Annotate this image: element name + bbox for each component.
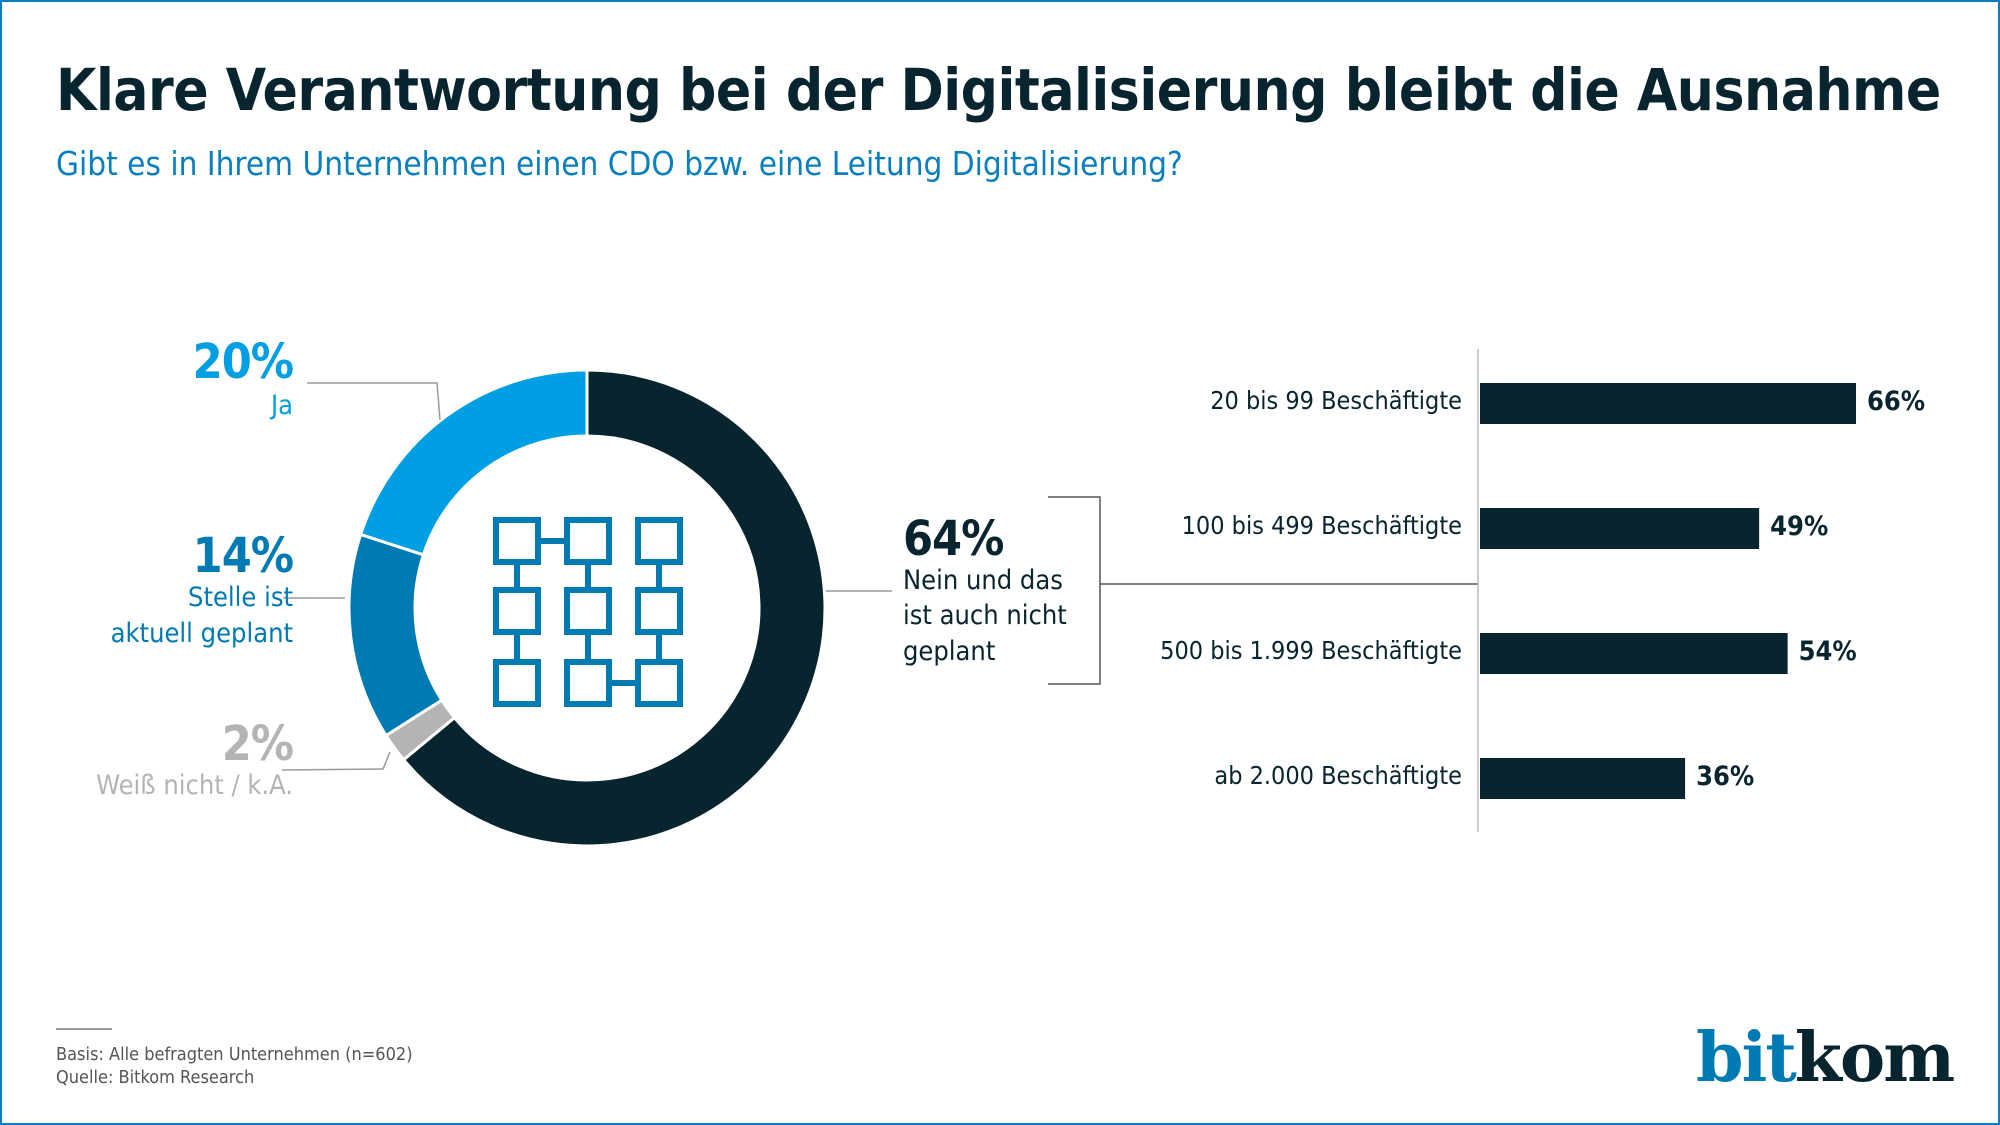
ja-pct: 20% [192,334,294,390]
icon-node [493,587,541,635]
network-grid-icon [493,517,683,707]
weiss-nicht-pct: 2% [221,716,294,772]
ja-label: Ja [270,390,293,421]
nein-label-3: geplant [903,636,996,667]
bar-value-label: 66% [1867,386,1926,417]
nein-label-2: ist auch nicht [903,600,1067,631]
icon-node [493,517,541,565]
bar-category-label: ab 2.000 Beschäftigte [1214,761,1462,790]
icon-node [564,587,612,635]
page-title: Klare Verantwortung bei der Digitalisier… [56,56,1941,124]
donut-chart [347,368,827,848]
subtitle: Gibt es in Ihrem Unternehmen einen CDO b… [56,144,1183,183]
leader-line-ja [307,382,441,421]
bar-value-label: 54% [1798,636,1857,667]
bar-3 [1480,758,1686,799]
geplant-label-1: Stelle ist [188,582,293,613]
icon-node [635,517,683,565]
donut-slice-2 [347,532,444,738]
icon-node [635,659,683,707]
icon-node [493,659,541,707]
icon-node [635,587,683,635]
footer-basis: Basis: Alle befragten Unternehmen (n=602… [56,1044,413,1065]
bar-0 [1480,383,1856,424]
bracket [1048,496,1101,685]
footer-rule [56,1028,112,1030]
nein-pct: 64% [903,511,1004,567]
donut-slice-3 [358,368,589,557]
nein-label-1: Nein und das [903,565,1063,596]
donut-slice-0 [401,368,827,848]
geplant-pct: 14% [192,528,294,584]
leader-line-weiss-nicht [281,751,391,771]
bar-1 [1480,508,1760,549]
weiss-nicht-label: Weiß nicht / k.A. [96,770,293,801]
icon-node [564,517,612,565]
bar-value-label: 36% [1696,761,1755,792]
bar-category-label: 20 bis 99 Beschäftigte [1210,386,1462,415]
footer-quelle: Quelle: Bitkom Research [56,1067,255,1088]
geplant-label-2: aktuell geplant [110,618,293,649]
bar-category-label: 500 bis 1.999 Beschäftigte [1160,636,1462,665]
bar-value-label: 49% [1770,511,1829,542]
bitkom-logo: bitkom [1696,1018,1955,1098]
bar-chart [1480,383,1856,799]
leader-lines [281,349,1479,832]
icon-node [564,659,612,707]
bar-category-label: 100 bis 499 Beschäftigte [1181,511,1462,540]
bar-2 [1480,633,1788,674]
